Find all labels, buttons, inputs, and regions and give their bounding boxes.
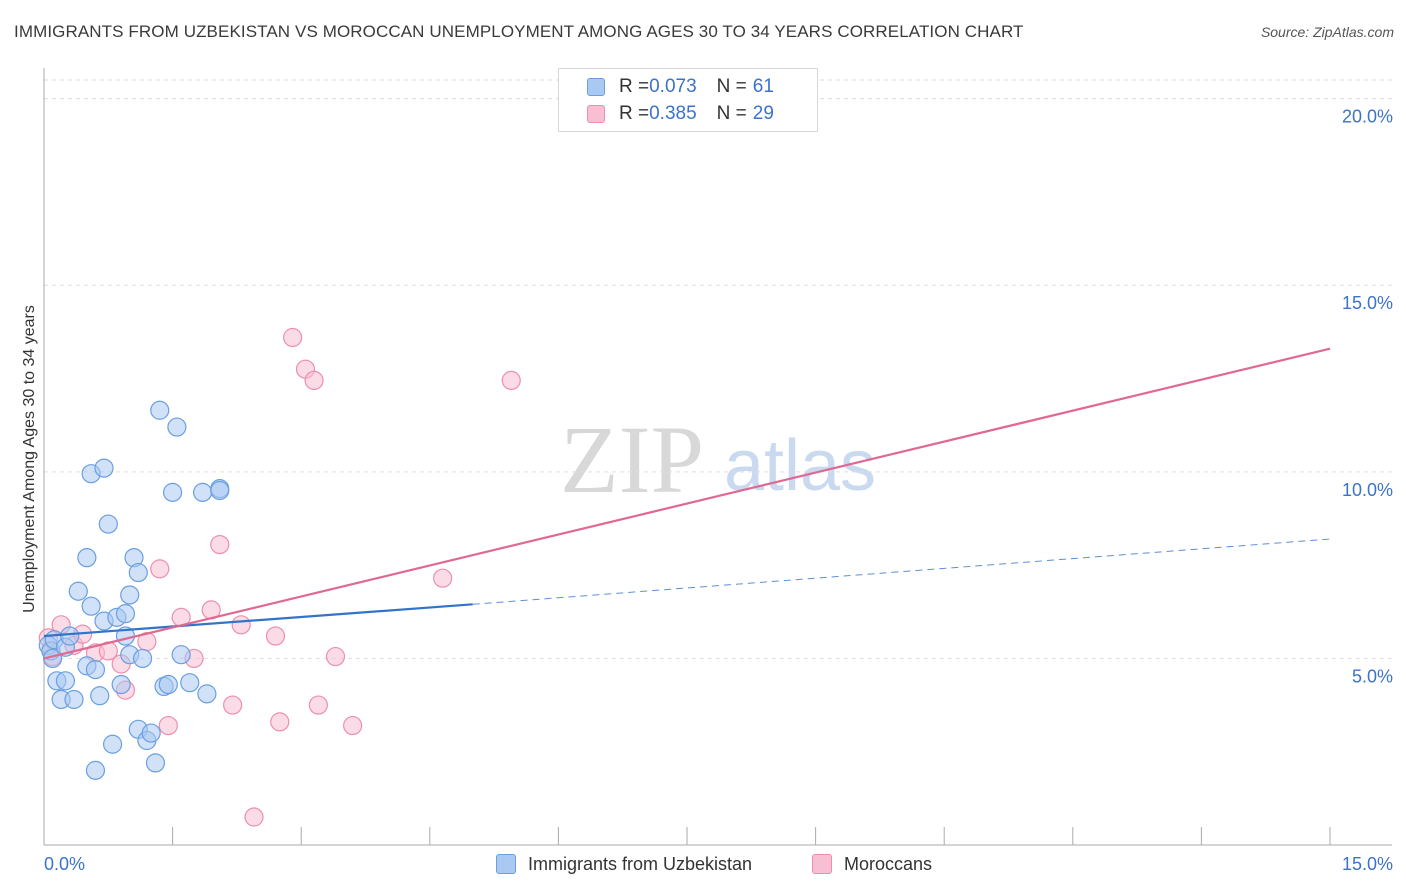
point-uzbekistan [94,458,114,478]
legend-r-value: 0.073 [649,76,697,97]
point-uzbekistan [98,514,118,534]
watermark-atlas: atlas [724,426,876,506]
point-uzbekistan [64,689,84,710]
x-tick-label: 0.0% [44,854,85,874]
point-uzbekistan [85,760,106,780]
point-moroccans [304,370,324,391]
point-uzbekistan [145,753,166,773]
point-uzbekistan [167,417,187,437]
point-uzbekistan [90,686,110,706]
point-uzbekistan [120,585,140,605]
x-tick-label: 15.0% [1342,854,1393,874]
bottom-legend-swatch-pink [812,854,832,874]
bottom-legend-moroccans: Moroccans [812,852,932,876]
point-uzbekistan [141,723,161,743]
y-tick-label: 5.0% [1352,666,1393,686]
legend-row-uzbekistan: R = 0.073 N = 61 [587,76,774,98]
chart-source: Source: ZipAtlas.com [1260,24,1394,40]
chart-title: IMMIGRANTS FROM UZBEKISTAN VS MOROCCAN U… [14,22,1024,41]
trendline-uzbekistan-extension [472,538,1331,605]
point-uzbekistan [77,548,97,568]
point-moroccans [223,695,243,715]
point-uzbekistan [210,480,230,501]
point-uzbekistan [158,674,178,695]
y-axis-label-wrap: Unemployment Among Ages 30 to 34 years [18,268,42,650]
point-moroccans [265,626,286,646]
legend-swatch-pink [587,105,605,123]
point-moroccans [150,559,170,579]
legend-swatch-blue [587,78,605,96]
point-uzbekistan [81,596,101,616]
point-moroccans [270,712,290,732]
y-axis-label: Unemployment Among Ages 30 to 34 years [21,305,38,613]
trendline-uzbekistan [43,603,473,638]
point-moroccans [244,807,264,827]
correlation-legend: R = 0.073 N = 61 R = 0.385 N = 29 [558,68,818,132]
point-uzbekistan [102,734,123,754]
y-tick-label: 20.0% [1342,107,1393,127]
point-moroccans [283,327,303,348]
legend-r-label: R = [619,103,650,124]
legend-n-value: 29 [752,103,774,124]
point-moroccans [343,715,363,736]
y-tick-label: 10.0% [1342,480,1393,500]
bottom-legend-label: Moroccans [844,853,933,874]
point-uzbekistan [132,648,153,669]
trendline-moroccans [43,347,1331,660]
point-uzbekistan [171,645,191,665]
point-uzbekistan [42,648,63,669]
point-moroccans [433,568,453,588]
point-moroccans [158,715,178,736]
point-moroccans [210,534,230,555]
point-uzbekistan [60,626,80,646]
bottom-legend-uzbekistan: Immigrants from Uzbekistan [496,852,752,876]
point-uzbekistan [55,671,76,691]
point-uzbekistan [115,604,136,624]
point-moroccans [325,646,346,667]
point-uzbekistan [163,482,183,502]
legend-r-value: 0.385 [649,103,697,124]
point-uzbekistan [193,482,213,502]
point-moroccans [231,615,251,635]
point-uzbekistan [150,400,170,420]
bottom-legend-label: Immigrants from Uzbekistan [528,853,753,874]
point-uzbekistan [68,581,88,601]
legend-r-label: R = [619,76,650,97]
legend-n-label: N = [716,103,747,124]
point-moroccans [501,370,521,391]
legend-row-moroccans: R = 0.385 N = 29 [587,103,774,125]
legend-n-label: N = [716,76,747,97]
y-tick-label: 15.0% [1342,293,1393,313]
point-uzbekistan [128,562,148,583]
point-uzbekistan [85,660,106,680]
points-group [38,327,521,827]
point-uzbekistan [197,684,217,704]
point-moroccans [308,695,328,715]
point-uzbekistan [111,674,131,695]
bottom-legend-swatch-blue [496,854,516,874]
watermark-zip: ZIP [560,406,704,513]
legend-n-value: 61 [752,76,774,97]
point-uzbekistan [180,673,200,693]
